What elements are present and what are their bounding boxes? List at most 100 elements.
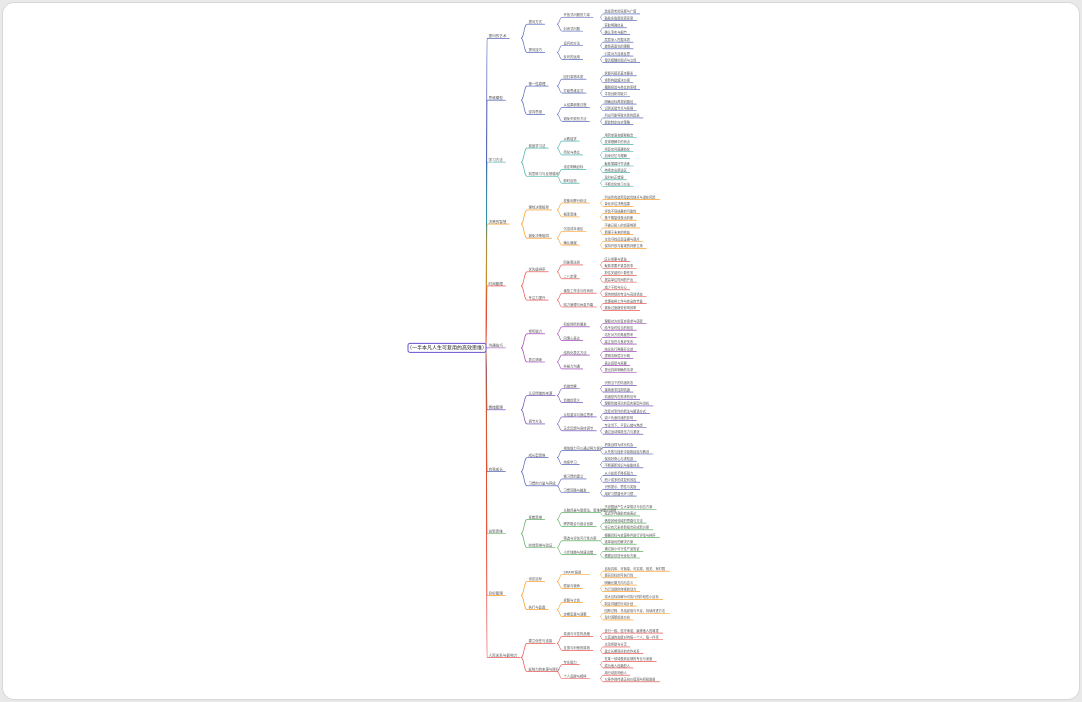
leaf-node: 获取明确信息 [605,23,624,28]
leaf-link [599,244,604,249]
category-link [520,147,528,163]
leaf-link [599,678,604,683]
leaf-link [599,354,604,359]
group-link [556,107,563,115]
group-node: SMART原则 [564,569,582,574]
leaf-link [599,59,604,63]
category-link [520,333,528,349]
leaf-node: 保持开放与客观的判断立场 [605,243,643,248]
leaf-node: 聚焦薄弱环节训练 [605,161,631,166]
category-link [520,223,528,239]
leaf-node: 鼓励多角度探索答案 [605,15,634,20]
group-node: 正念冥想与身体调节 [564,426,594,431]
leaf-node: 保持好奇心与求知欲 [605,456,634,461]
category-node: 执行与复盘 [529,604,547,609]
group-link [556,292,563,301]
group-node: 定期复盘与调整 [564,611,588,616]
category-link [520,519,528,534]
leaf-link [599,632,604,637]
group-node: 微习惯的建立 [564,474,584,479]
leaf-link [599,385,604,390]
leaf-link [599,616,604,621]
leaf-link [599,275,604,280]
leaf-link [599,661,604,665]
leaf-node: 专注当下、平复心绪与焦虑 [605,422,644,427]
group-link [556,450,563,458]
leaf-link [599,674,604,679]
leaf-link [599,45,604,50]
group-node: 个人品牌与榜样 [564,673,588,678]
leaf-node: 逻辑清晰层次分明 [605,353,631,358]
leaf-link [599,264,604,269]
category-link [520,209,528,225]
leaf-node: 寻找创新突破口 [605,91,627,96]
leaf-link [599,278,604,283]
leaf-node: 量化评估决策结果 [605,201,631,206]
leaf-link [599,303,604,308]
leaf-node: 言行一致、信守承诺、赢得他人的尊重 [605,628,660,633]
leaf-node: 用行动影响他人 [605,670,628,675]
leaf-link [599,512,604,517]
leaf-node: 理解对方的真实需求与感受 [605,318,644,323]
leaf-link [599,526,604,531]
group-link [556,326,563,335]
group-link [556,237,563,246]
category-link [520,271,528,287]
category-node: 第一性原理 [529,81,547,86]
group-link [556,581,563,589]
leaf-link [599,570,604,575]
category-link [520,471,528,487]
leaf-node: 提高目标的可执行性 [605,573,634,578]
category-node: 调节方法 [529,419,543,424]
leaf-link [599,89,604,94]
leaf-node: 明确目标再规划路径 [605,99,634,104]
category-link [520,37,528,53]
category-link [520,395,528,411]
leaf-link [599,478,604,483]
leaf-node: 提出具体明确的请求 [605,367,634,372]
group-node: 四象限法则 [564,260,580,265]
group-link [556,602,563,610]
leaf-link [599,92,604,97]
leaf-link [599,540,604,545]
leaf-node: 重新构建解决方案 [605,77,631,82]
leaf-link [599,107,604,111]
category-node: 建立信任与连接 [529,638,553,643]
leaf-node: 不被已投入的资源绑架 [605,223,638,228]
leaf-link [599,213,604,218]
group-link [556,52,563,60]
group-link [556,643,563,651]
group-node: 封闭式问题 [564,26,581,31]
leaf-node: 情绪是内在需求的信号 [605,394,637,399]
leaf-link [599,140,604,145]
leaf-link [599,388,604,393]
group-link [556,547,563,555]
leaf-node: 拆解问题至基本要素 [605,71,634,76]
leaf-link [599,599,604,603]
group-node: 情绪的意义 [564,397,581,402]
group-node: 同理心表达 [564,335,581,340]
leaf-link [599,121,604,125]
leaf-node: 加深记忆与理解 [605,153,628,158]
leaf-node: 改变对事件的看法与解读方式 [605,408,647,413]
group-link [556,671,563,679]
leaf-link [599,165,604,170]
group-node: 情绪觉察 [564,384,578,389]
leaf-link [599,103,604,108]
leaf-node: 区分重要与紧急 [605,256,628,261]
leaf-node: 为行动提供持续的动力 [605,586,637,591]
leaf-node: 回顾过程、总结经验与不足，持续改进方法 [605,608,666,613]
category-link [520,347,528,363]
leaf-link [599,402,604,407]
leaf-link [599,460,604,465]
branch-node: 思维模型 [489,95,504,100]
branch-node: 学习方法 [489,157,504,162]
group-node: 头脑风暴与联想法、思维导图的运用 [564,507,617,512]
group-link [556,114,563,122]
leaf-node: 将大目标拆解为可执行的阶段性小目标 [605,594,660,599]
leaf-link [599,182,604,187]
group-link [556,333,563,341]
group-link [556,299,563,308]
leaf-link [599,450,604,455]
